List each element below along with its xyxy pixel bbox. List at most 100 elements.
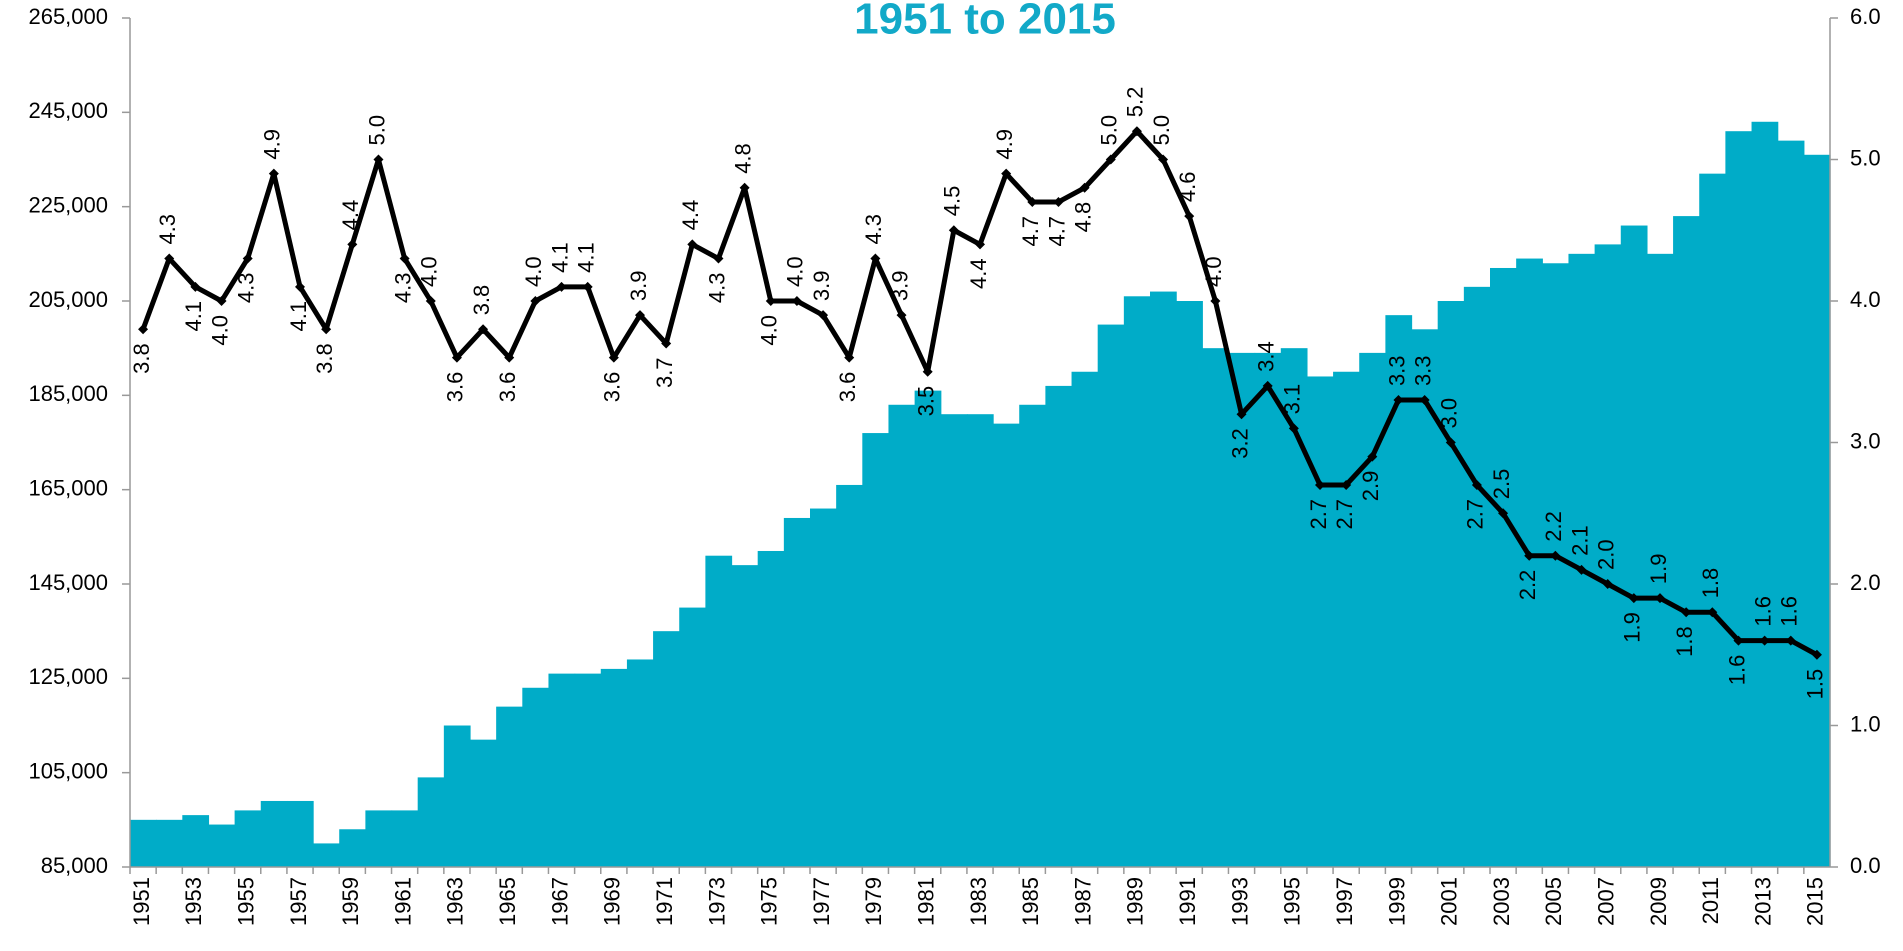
data-label: 3.3: [1384, 355, 1409, 386]
bar: [1725, 131, 1753, 867]
x-tick-label: 2003: [1489, 877, 1514, 926]
data-label: 3.6: [835, 372, 860, 403]
data-label: 5.0: [364, 115, 389, 146]
y-tick-label: 265,000: [28, 4, 108, 29]
data-label: 1.6: [1777, 596, 1802, 627]
y2-tick-label: 4.0: [1850, 287, 1881, 312]
marker: [975, 239, 985, 250]
bar: [443, 725, 471, 867]
data-label: 4.3: [155, 214, 180, 245]
bar: [156, 819, 183, 867]
marker: [687, 239, 698, 250]
x-tick-label: 1961: [390, 877, 415, 926]
data-label: 4.1: [547, 242, 572, 273]
bar: [130, 819, 157, 867]
x-tick-label: 1953: [181, 877, 206, 926]
data-label: 2.2: [1541, 511, 1566, 542]
x-tick-label: 1989: [1123, 877, 1148, 926]
chart-title: 1951 to 2015: [854, 0, 1116, 44]
data-label: 2.9: [1358, 471, 1383, 502]
data-label: 4.1: [574, 242, 599, 273]
marker: [922, 366, 933, 377]
data-label: 1.9: [1646, 554, 1671, 585]
x-tick-label: 1991: [1175, 877, 1200, 926]
x-tick-label: 1967: [547, 877, 572, 926]
marker: [1733, 635, 1744, 646]
marker: [1602, 579, 1613, 589]
bar: [1437, 301, 1465, 867]
axes: 85,000 105,000 125,000 145,000 165,000 185,00…: [28, 4, 1880, 926]
data-label: 5.0: [1149, 115, 1174, 146]
data-label: 3.0: [1437, 398, 1462, 429]
data-label: 2.7: [1306, 499, 1331, 530]
x-tick-label: 1981: [914, 877, 939, 926]
y-tick-label: 165,000: [28, 475, 108, 500]
data-label: 4.0: [1201, 256, 1226, 287]
bar: [391, 810, 419, 867]
marker: [373, 154, 384, 165]
marker: [138, 324, 149, 335]
marker: [478, 324, 489, 335]
bar: [1254, 352, 1282, 868]
y-tick-label: 125,000: [28, 664, 108, 689]
marker: [1288, 423, 1299, 434]
marker: [1524, 550, 1535, 561]
bar: [496, 706, 523, 867]
bar: [470, 739, 497, 867]
marker: [896, 310, 907, 321]
data-label: 4.0: [783, 256, 808, 287]
x-tick-label: 1983: [966, 877, 991, 926]
data-label: 4.8: [730, 143, 755, 174]
bar: [1306, 376, 1334, 867]
data-label: 5.0: [1097, 115, 1122, 146]
y2-tick-label: 1.0: [1850, 711, 1881, 736]
marker: [1236, 409, 1247, 420]
y-tick-label: 85,000: [41, 853, 108, 878]
y2-tick-label: 0.0: [1850, 853, 1881, 878]
bar: [966, 414, 994, 867]
bar: [417, 777, 445, 867]
data-label: 2.7: [1463, 499, 1488, 530]
bars: [130, 121, 1831, 868]
bar: [1045, 385, 1073, 867]
x-tick-label: 1963: [443, 877, 468, 926]
marker: [1158, 154, 1169, 165]
x-tick-label: 1971: [652, 877, 677, 926]
data-label: 1.6: [1724, 655, 1749, 686]
marker: [948, 225, 959, 236]
data-label: 3.8: [129, 343, 154, 374]
bar: [600, 668, 628, 867]
marker: [582, 281, 593, 292]
data-label: 4.9: [992, 129, 1017, 160]
data-label: 4.1: [286, 301, 311, 332]
bar: [182, 815, 210, 867]
x-tick-label: 1959: [338, 877, 363, 926]
marker: [347, 239, 358, 250]
marker: [1341, 479, 1352, 490]
bar: [810, 508, 837, 867]
data-label: 1.8: [1698, 568, 1723, 599]
marker: [1681, 607, 1692, 618]
data-label: 3.3: [1410, 355, 1435, 386]
marker: [844, 352, 855, 363]
bar: [888, 404, 916, 867]
bar: [365, 810, 393, 867]
data-label: 2.7: [1332, 499, 1357, 530]
marker: [1393, 395, 1404, 406]
y-tick-label: 185,000: [28, 381, 108, 406]
x-tick-label: 1957: [286, 877, 311, 926]
bar: [653, 631, 680, 867]
data-label: 3.2: [1227, 428, 1252, 459]
bar: [783, 517, 811, 867]
y2-tick-label: 3.0: [1850, 428, 1881, 453]
marker: [1315, 479, 1325, 490]
data-label: 4.7: [1018, 216, 1043, 247]
data-label: 3.6: [600, 372, 625, 403]
x-tick-label: 2007: [1594, 877, 1619, 926]
y-tick-label: 225,000: [28, 192, 108, 217]
data-label: 1.9: [1620, 612, 1645, 643]
bar: [1123, 296, 1151, 867]
data-label: 4.3: [861, 214, 886, 245]
bar: [522, 687, 550, 867]
data-label: 4.1: [181, 301, 206, 332]
